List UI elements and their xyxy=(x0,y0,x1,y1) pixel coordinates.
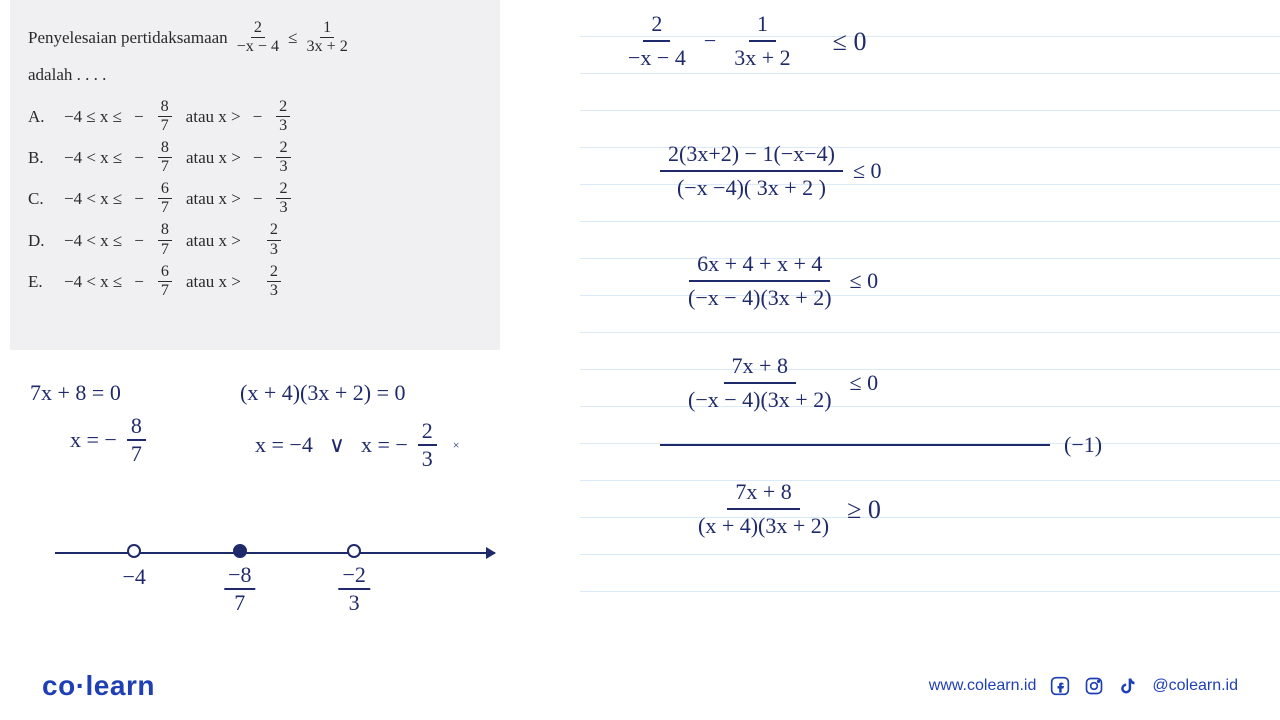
option-row: D.−4 < x ≤−87atau x >23 xyxy=(28,222,482,257)
step3: 6x + 4 + x + 4 (−x − 4)(3x + 2) ≤ 0 xyxy=(680,250,878,312)
divider-mult: (−1) xyxy=(660,432,1102,458)
option-tail: atau x > xyxy=(186,227,241,254)
lhs-fraction: 2 −x − 4 xyxy=(234,20,282,55)
tiktok-icon xyxy=(1118,676,1138,696)
eq2: (x + 4)(3x + 2) = 0 xyxy=(240,380,406,406)
relation-symbol: ≤ xyxy=(288,24,297,51)
eq2b: x = −4 ∨ x = − 2 3 × xyxy=(255,420,460,470)
option-letter: E. xyxy=(28,268,52,295)
footer-url: www.colearn.id xyxy=(929,677,1037,695)
step5: 7x + 8 (x + 4)(3x + 2) ≥ 0 xyxy=(690,478,881,540)
option-tail-frac: 23 xyxy=(276,99,290,134)
option-range: −4 < x ≤ xyxy=(64,185,122,212)
footer-right: www.colearn.id @colearn.id xyxy=(929,676,1238,696)
rhs-fraction: 1 3x + 2 xyxy=(303,20,350,55)
option-letter: B. xyxy=(28,144,52,171)
number-line-point xyxy=(127,544,141,558)
step2: 2(3x+2) − 1(−x−4) (−x −4)( 3x + 2 ) ≤ 0 xyxy=(660,140,882,202)
option-tail-frac: 23 xyxy=(267,222,281,257)
question-panel: Penyelesaian pertidaksamaan 2 −x − 4 ≤ 1… xyxy=(10,0,500,350)
option-row: A.−4 ≤ x ≤−87atau x >−23 xyxy=(28,99,482,134)
option-tail: atau x > xyxy=(186,144,241,171)
number-line-point xyxy=(347,544,361,558)
option-tail: atau x > xyxy=(186,185,241,212)
eq1: 7x + 8 = 0 xyxy=(30,380,121,406)
option-letter: D. xyxy=(28,227,52,254)
facebook-icon xyxy=(1050,676,1070,696)
option-range: −4 < x ≤ xyxy=(64,144,122,171)
option-frac: 67 xyxy=(158,181,172,216)
option-letter: C. xyxy=(28,185,52,212)
option-frac: 67 xyxy=(158,264,172,299)
work-right-area: 2 −x − 4 − 1 3x + 2 ≤ 0 2(3x+2) − 1(−x−4… xyxy=(580,0,1280,620)
number-line-label: −4 xyxy=(122,564,145,590)
number-line-label: −23 xyxy=(338,564,369,614)
options-list: A.−4 ≤ x ≤−87atau x >−23B.−4 < x ≤−87ata… xyxy=(28,99,482,300)
option-tail-frac: 23 xyxy=(276,181,290,216)
option-row: E.−4 < x ≤−67atau x >23 xyxy=(28,264,482,299)
option-tail: atau x > xyxy=(186,103,241,130)
number-line-label: −87 xyxy=(224,564,255,614)
option-frac: 87 xyxy=(158,140,172,175)
instagram-icon xyxy=(1084,676,1104,696)
option-range: −4 < x ≤ xyxy=(64,227,122,254)
option-tail: atau x > xyxy=(186,268,241,295)
option-range: −4 ≤ x ≤ xyxy=(64,103,122,130)
option-frac: 87 xyxy=(158,99,172,134)
option-row: B.−4 < x ≤−87atau x >−23 xyxy=(28,140,482,175)
step1: 2 −x − 4 − 1 3x + 2 ≤ 0 xyxy=(620,10,866,72)
brand-logo: co·learn xyxy=(42,670,155,702)
question-prefix: Penyelesaian pertidaksamaan xyxy=(28,24,228,51)
number-line-axis xyxy=(55,552,495,554)
option-letter: A. xyxy=(28,103,52,130)
footer: co·learn www.colearn.id @colearn.id xyxy=(0,670,1280,702)
option-tail-frac: 23 xyxy=(267,264,281,299)
option-range: −4 < x ≤ xyxy=(64,268,122,295)
eq1b: x = − 8 7 xyxy=(70,415,146,465)
footer-handle: @colearn.id xyxy=(1152,677,1238,695)
step4: 7x + 8 (−x − 4)(3x + 2) ≤ 0 xyxy=(680,352,878,414)
question-stem: Penyelesaian pertidaksamaan 2 −x − 4 ≤ 1… xyxy=(28,20,482,55)
option-frac: 87 xyxy=(158,222,172,257)
option-row: C.−4 < x ≤−67atau x >−23 xyxy=(28,181,482,216)
number-line-point xyxy=(233,544,247,558)
question-adalah: adalah . . . . xyxy=(28,61,482,88)
number-line: −4 −87 −23 xyxy=(55,530,495,620)
option-tail-frac: 23 xyxy=(276,140,290,175)
